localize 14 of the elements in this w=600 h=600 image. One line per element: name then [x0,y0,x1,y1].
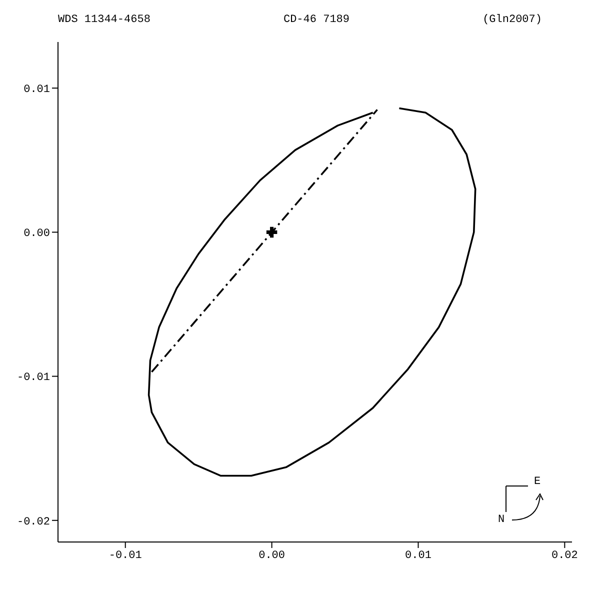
x-tick-label: 0.01 [405,550,432,562]
y-tick-label: -0.01 [16,372,50,384]
text: (Gln2007) [482,14,542,26]
annotation: N [498,514,505,526]
line-series [148,107,476,477]
y-tick-label: 0.00 [24,228,50,240]
y-tick-label: -0.02 [16,516,50,528]
x-tick-label: 0.00 [258,550,286,562]
x-tick-label: 0.02 [551,550,578,562]
chart-subtitle: CD-46 7189 [283,14,350,26]
y-tick-label: 0.01 [24,84,50,96]
x-tick-label: -0.01 [108,550,142,562]
chart-title: WDS 11344-4658 [58,14,150,26]
annotation: E [534,476,541,488]
